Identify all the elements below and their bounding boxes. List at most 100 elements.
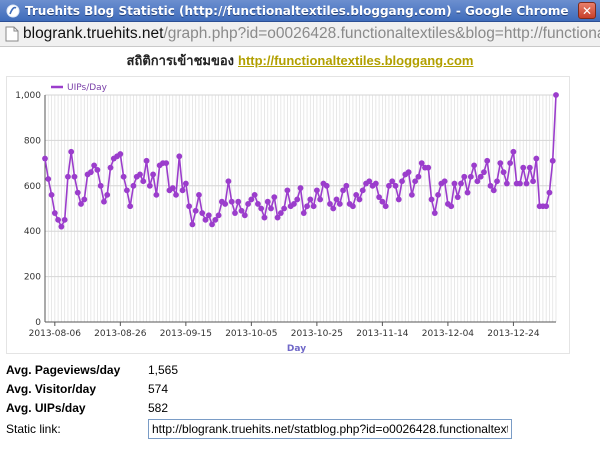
data-point [327,201,333,207]
x-tick-label: 2013-12-24 [487,329,540,339]
data-point [458,180,464,187]
data-point [192,207,199,214]
data-point [307,196,314,203]
data-point [261,214,268,221]
page-heading: สถิติการเข้าชมของ http://functionaltexti… [0,50,600,70]
uips-line-chart: 0 200 400 600 800 1,000 2013-08-06 2013-08-26 20… [15,83,559,354]
x-tick-label: 2013-10-25 [291,329,343,339]
data-point [212,216,219,223]
data-point [176,153,183,160]
data-point [222,201,229,207]
data-point [130,182,137,189]
data-point [107,164,114,171]
data-point [248,196,255,203]
y-tick-label: 200 [24,273,41,283]
data-point [467,173,474,180]
data-point [500,169,507,176]
data-point [209,221,215,228]
data-point [232,210,238,216]
data-point [431,210,438,216]
data-point [530,178,536,185]
data-point [228,198,235,205]
data-point [461,173,468,180]
static-link-row: Static link: [6,418,596,440]
data-point [65,173,71,180]
static-link-input[interactable] [148,419,512,439]
data-point [343,182,350,189]
heading-prefix: สถิติการเข้าชมของ [126,52,234,68]
blog-link[interactable]: http://functionaltextiles.bloggang.com [238,52,474,68]
data-point [487,182,494,189]
data-point [520,164,527,171]
data-point [382,203,389,210]
data-point [481,169,487,176]
legend-label: UIPs/Day [67,83,108,93]
data-point [179,187,186,194]
data-point [281,205,288,212]
data-point [71,173,78,180]
data-point [330,205,337,212]
data-point [215,212,222,219]
data-point [97,182,104,189]
data-point [471,162,478,169]
data-point [379,198,386,205]
data-point [146,182,153,189]
data-point [454,194,461,201]
data-point [310,203,317,210]
data-point [294,196,301,203]
data-point [235,198,242,205]
x-tick-label: 2013-08-06 [29,329,82,339]
data-point [356,196,363,203]
data-point [127,203,134,210]
window-titlebar: Truehits Blog Statistic (http://function… [0,0,600,22]
data-point [117,151,124,157]
data-point [412,178,419,185]
data-point [395,196,402,203]
address-bar[interactable]: blogrank.truehits.net/graph.php?id=o0026… [0,22,600,47]
data-point [94,167,101,173]
data-point [510,148,517,155]
data-point [543,203,550,210]
data-point [323,182,330,189]
data-point [474,178,481,185]
data-point [61,216,68,223]
stat-value: 574 [148,381,169,396]
data-point [255,201,261,207]
data-point [225,178,232,185]
window-title: Truehits Blog Statistic (http://function… [25,3,569,18]
data-point [353,191,360,198]
data-point [169,185,176,191]
y-tick-label: 800 [24,136,41,146]
stat-label: Avg. Pageviews/day [6,362,121,377]
data-point [241,212,248,219]
chrome-app-icon [5,3,21,19]
data-point [523,180,530,187]
x-axis-title: Day [287,344,306,354]
data-point [45,176,52,182]
data-point [74,189,81,196]
data-point [140,178,147,185]
data-point [441,178,448,185]
data-point [199,210,206,216]
data-point [392,182,399,189]
close-window-button[interactable]: ✕ [578,2,596,19]
data-point [123,187,130,194]
data-point [425,164,432,171]
url-text[interactable]: blogrank.truehits.net/graph.php?id=o0026… [23,25,600,43]
data-point [415,173,422,180]
data-point [120,173,127,180]
data-point [546,189,553,196]
data-point [497,160,504,166]
data-point [451,180,458,187]
data-point [173,191,179,198]
data-point [196,191,202,198]
data-point [490,187,497,194]
data-point [526,164,533,171]
data-point [386,182,392,189]
data-point [428,196,435,203]
data-point [313,187,320,194]
data-point [336,201,343,207]
y-tick-label: 1,000 [15,91,41,101]
data-point [304,203,310,210]
y-tick-label: 600 [24,182,41,192]
